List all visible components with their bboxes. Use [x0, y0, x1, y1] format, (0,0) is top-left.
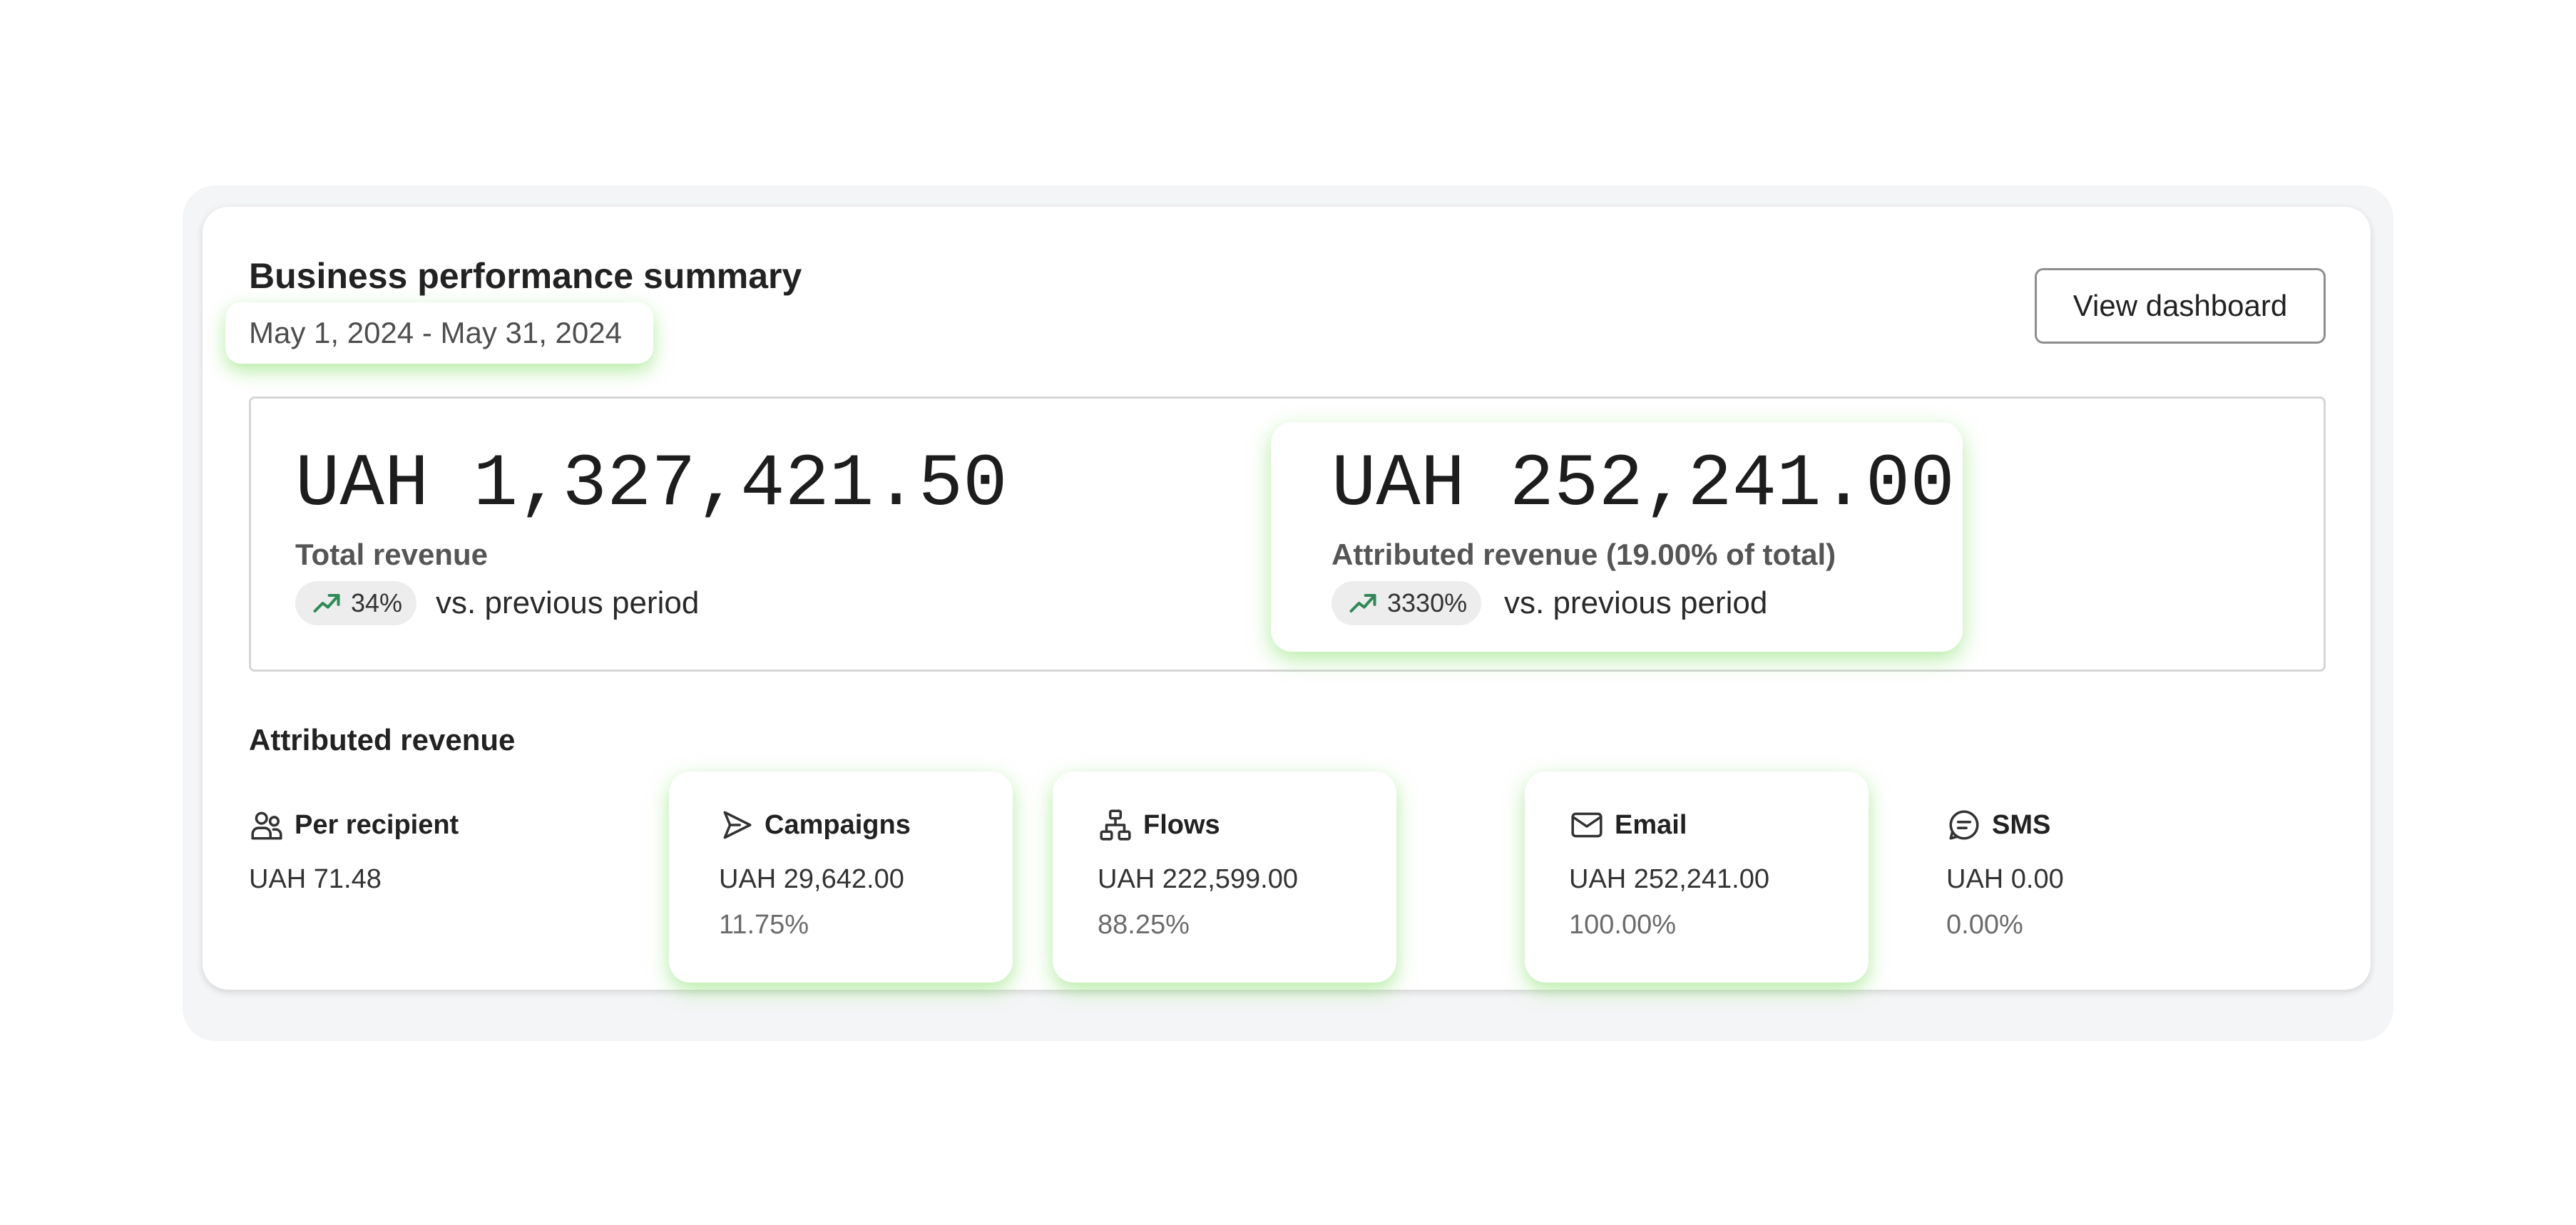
- flows-percent: 88.25%: [1098, 910, 1190, 940]
- total-revenue-value: UAH 1,327,421.50: [295, 443, 1008, 527]
- flows-card-highlight: [1053, 772, 1396, 983]
- trending-up-icon: [1349, 593, 1376, 613]
- date-range: May 1, 2024 - May 31, 2024: [225, 302, 653, 364]
- message-icon: [1949, 810, 1979, 840]
- flow-icon: [1100, 809, 1131, 841]
- per-recipient-label: Per recipient: [295, 809, 459, 840]
- attributed-revenue-change: 3330%: [1387, 588, 1468, 617]
- campaigns-card-highlight: [669, 772, 1013, 983]
- email-label: Email: [1615, 809, 1687, 840]
- flows-label: Flows: [1143, 809, 1220, 840]
- total-revenue-label: Total revenue: [295, 538, 488, 571]
- total-revenue-comparison: vs. previous period: [436, 585, 700, 620]
- campaigns-percent: 11.75%: [719, 910, 809, 940]
- attributed-revenue-label: Attributed revenue (19.00% of total): [1332, 538, 1836, 571]
- campaigns-header: Campaigns: [719, 807, 911, 843]
- attributed-revenue-change-badge: 3330%: [1332, 581, 1482, 625]
- email-percent: 100.00%: [1569, 910, 1677, 940]
- attributed-revenue-heading: Attributed revenue: [249, 723, 516, 757]
- email-value: UAH 252,241.00: [1569, 864, 1769, 894]
- page-title: Business performance summary: [249, 256, 802, 296]
- attributed-revenue-comparison: vs. previous period: [1504, 585, 1768, 620]
- sms-header: SMS: [1946, 807, 2050, 843]
- sms-percent: 0.00%: [1946, 910, 2023, 940]
- trending-up-icon: [313, 593, 340, 613]
- attributed-revenue-value: UAH 252,241.00: [1332, 443, 1955, 527]
- sms-label: SMS: [1992, 809, 2051, 840]
- flows-value: UAH 222,599.00: [1098, 864, 1298, 894]
- sms-value: UAH 0.00: [1946, 864, 2064, 894]
- users-icon: [251, 811, 282, 840]
- per-recipient-value: UAH 71.48: [249, 864, 382, 894]
- total-revenue-change-badge: 34%: [295, 581, 417, 625]
- mail-icon: [1571, 812, 1603, 838]
- email-header: Email: [1569, 807, 1687, 843]
- email-card-highlight: [1525, 772, 1869, 983]
- total-revenue-change: 34%: [351, 588, 403, 617]
- view-dashboard-button[interactable]: View dashboard: [2035, 268, 2326, 344]
- flows-header: Flows: [1098, 807, 1220, 843]
- per-recipient-header: Per recipient: [249, 807, 459, 843]
- campaigns-label: Campaigns: [765, 809, 911, 840]
- send-icon: [723, 811, 752, 839]
- campaigns-value: UAH 29,642.00: [719, 864, 904, 894]
